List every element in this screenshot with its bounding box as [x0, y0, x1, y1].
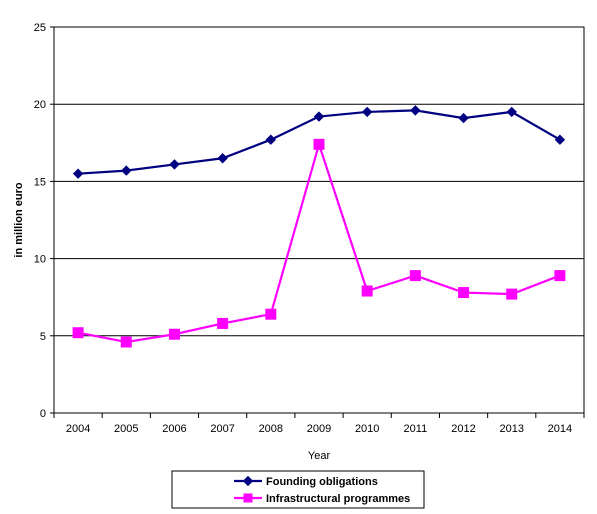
x-tick-label: 2011	[404, 423, 428, 435]
x-tick-label: 2008	[259, 423, 283, 435]
y-tick-label: 20	[34, 99, 46, 111]
series-line	[77, 140, 561, 344]
y-tick-label: 10	[34, 254, 46, 266]
y-axis-title: in million euro	[13, 182, 25, 257]
series-group	[72, 105, 566, 348]
x-tick-label: 2010	[355, 423, 379, 435]
series-2	[72, 138, 566, 348]
legend-swatch-marker	[242, 475, 254, 487]
series-1	[72, 105, 566, 179]
legend-swatch-marker	[243, 493, 253, 503]
data-point	[72, 327, 84, 339]
gridlines	[54, 103, 584, 337]
x-tick-label: 2012	[451, 423, 475, 435]
data-point	[409, 270, 421, 282]
y-axis-ticks: 0 5 10 15 20 25	[34, 22, 54, 420]
data-point	[554, 134, 566, 145]
y-tick-label: 15	[34, 176, 46, 188]
plot-area	[53, 26, 585, 414]
data-point	[121, 165, 132, 176]
data-point	[361, 285, 373, 297]
data-point	[72, 168, 84, 179]
x-tick-label: 2007	[210, 423, 234, 435]
x-tick-label: 2004	[66, 423, 90, 435]
y-tick-label: 25	[34, 22, 46, 34]
y-tick-label: 5	[40, 331, 46, 343]
legend-box	[171, 470, 425, 509]
legend-entry-label: Founding obligations	[266, 476, 378, 488]
y-tick-label: 0	[40, 408, 46, 420]
x-tick-label: 2006	[162, 423, 186, 435]
x-tick-label: 2014	[548, 423, 572, 435]
data-point	[265, 134, 277, 145]
legend: Founding obligations Infrastructural prog…	[171, 470, 425, 509]
x-tick-label: 2013	[499, 423, 523, 435]
data-point	[169, 159, 180, 170]
data-point	[554, 270, 566, 282]
data-point	[265, 308, 277, 320]
data-point	[313, 111, 325, 122]
data-point	[313, 138, 325, 150]
x-axis-ticks: 2004 2005 2006 2007 2008 2009 2010 2011 2012 2013…	[53, 413, 585, 435]
data-point	[458, 112, 469, 124]
data-point	[506, 106, 517, 118]
x-tick-label: 2009	[307, 423, 331, 435]
data-point	[410, 105, 421, 116]
data-point	[217, 153, 228, 164]
x-axis-title: Year	[308, 450, 331, 462]
data-point	[120, 336, 132, 348]
data-point	[168, 328, 180, 340]
data-point	[458, 287, 470, 299]
data-point	[361, 106, 373, 118]
x-tick-label: 2005	[114, 423, 138, 435]
data-point	[217, 317, 229, 329]
data-point	[506, 288, 518, 300]
legend-entry-label: Infrastructural programmes	[266, 493, 410, 505]
